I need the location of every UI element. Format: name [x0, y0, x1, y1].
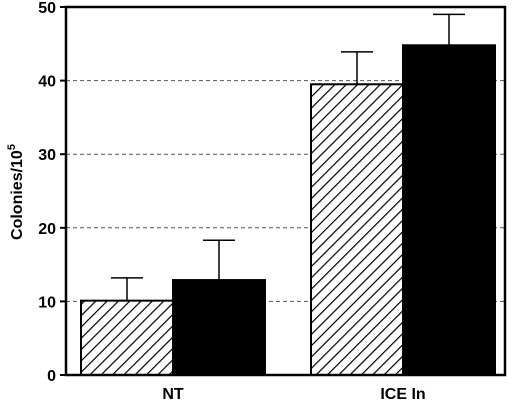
- y-axis-ticks: 0 10 20 30 40 50: [38, 0, 66, 385]
- y-axis-title: Colonies/105: [6, 144, 26, 240]
- y-tick-label-50: 50: [38, 0, 56, 17]
- bar-nt-solid: [172, 279, 266, 376]
- x-category-label-ice-in: ICE In: [380, 386, 425, 403]
- bar-ice-in-hatched: [310, 83, 404, 376]
- y-tick-label-10: 10: [38, 294, 56, 311]
- y-tick-label-40: 40: [38, 74, 56, 91]
- bar-ice-in-solid: [402, 44, 496, 376]
- y-axis-title-main: Colonies/10: [9, 150, 26, 240]
- x-axis-labels: NT ICE In: [162, 386, 425, 403]
- y-axis-title-superscript: 5: [6, 144, 18, 150]
- y-tick-label-30: 30: [38, 147, 56, 164]
- x-category-label-nt: NT: [162, 386, 184, 403]
- bar-nt-hatched: [80, 299, 174, 376]
- error-bars: [111, 13, 465, 301]
- bars: [80, 44, 496, 376]
- plot-frame: [64, 5, 507, 377]
- y-tick-label-20: 20: [38, 221, 56, 238]
- y-tick-label-0: 0: [47, 368, 56, 385]
